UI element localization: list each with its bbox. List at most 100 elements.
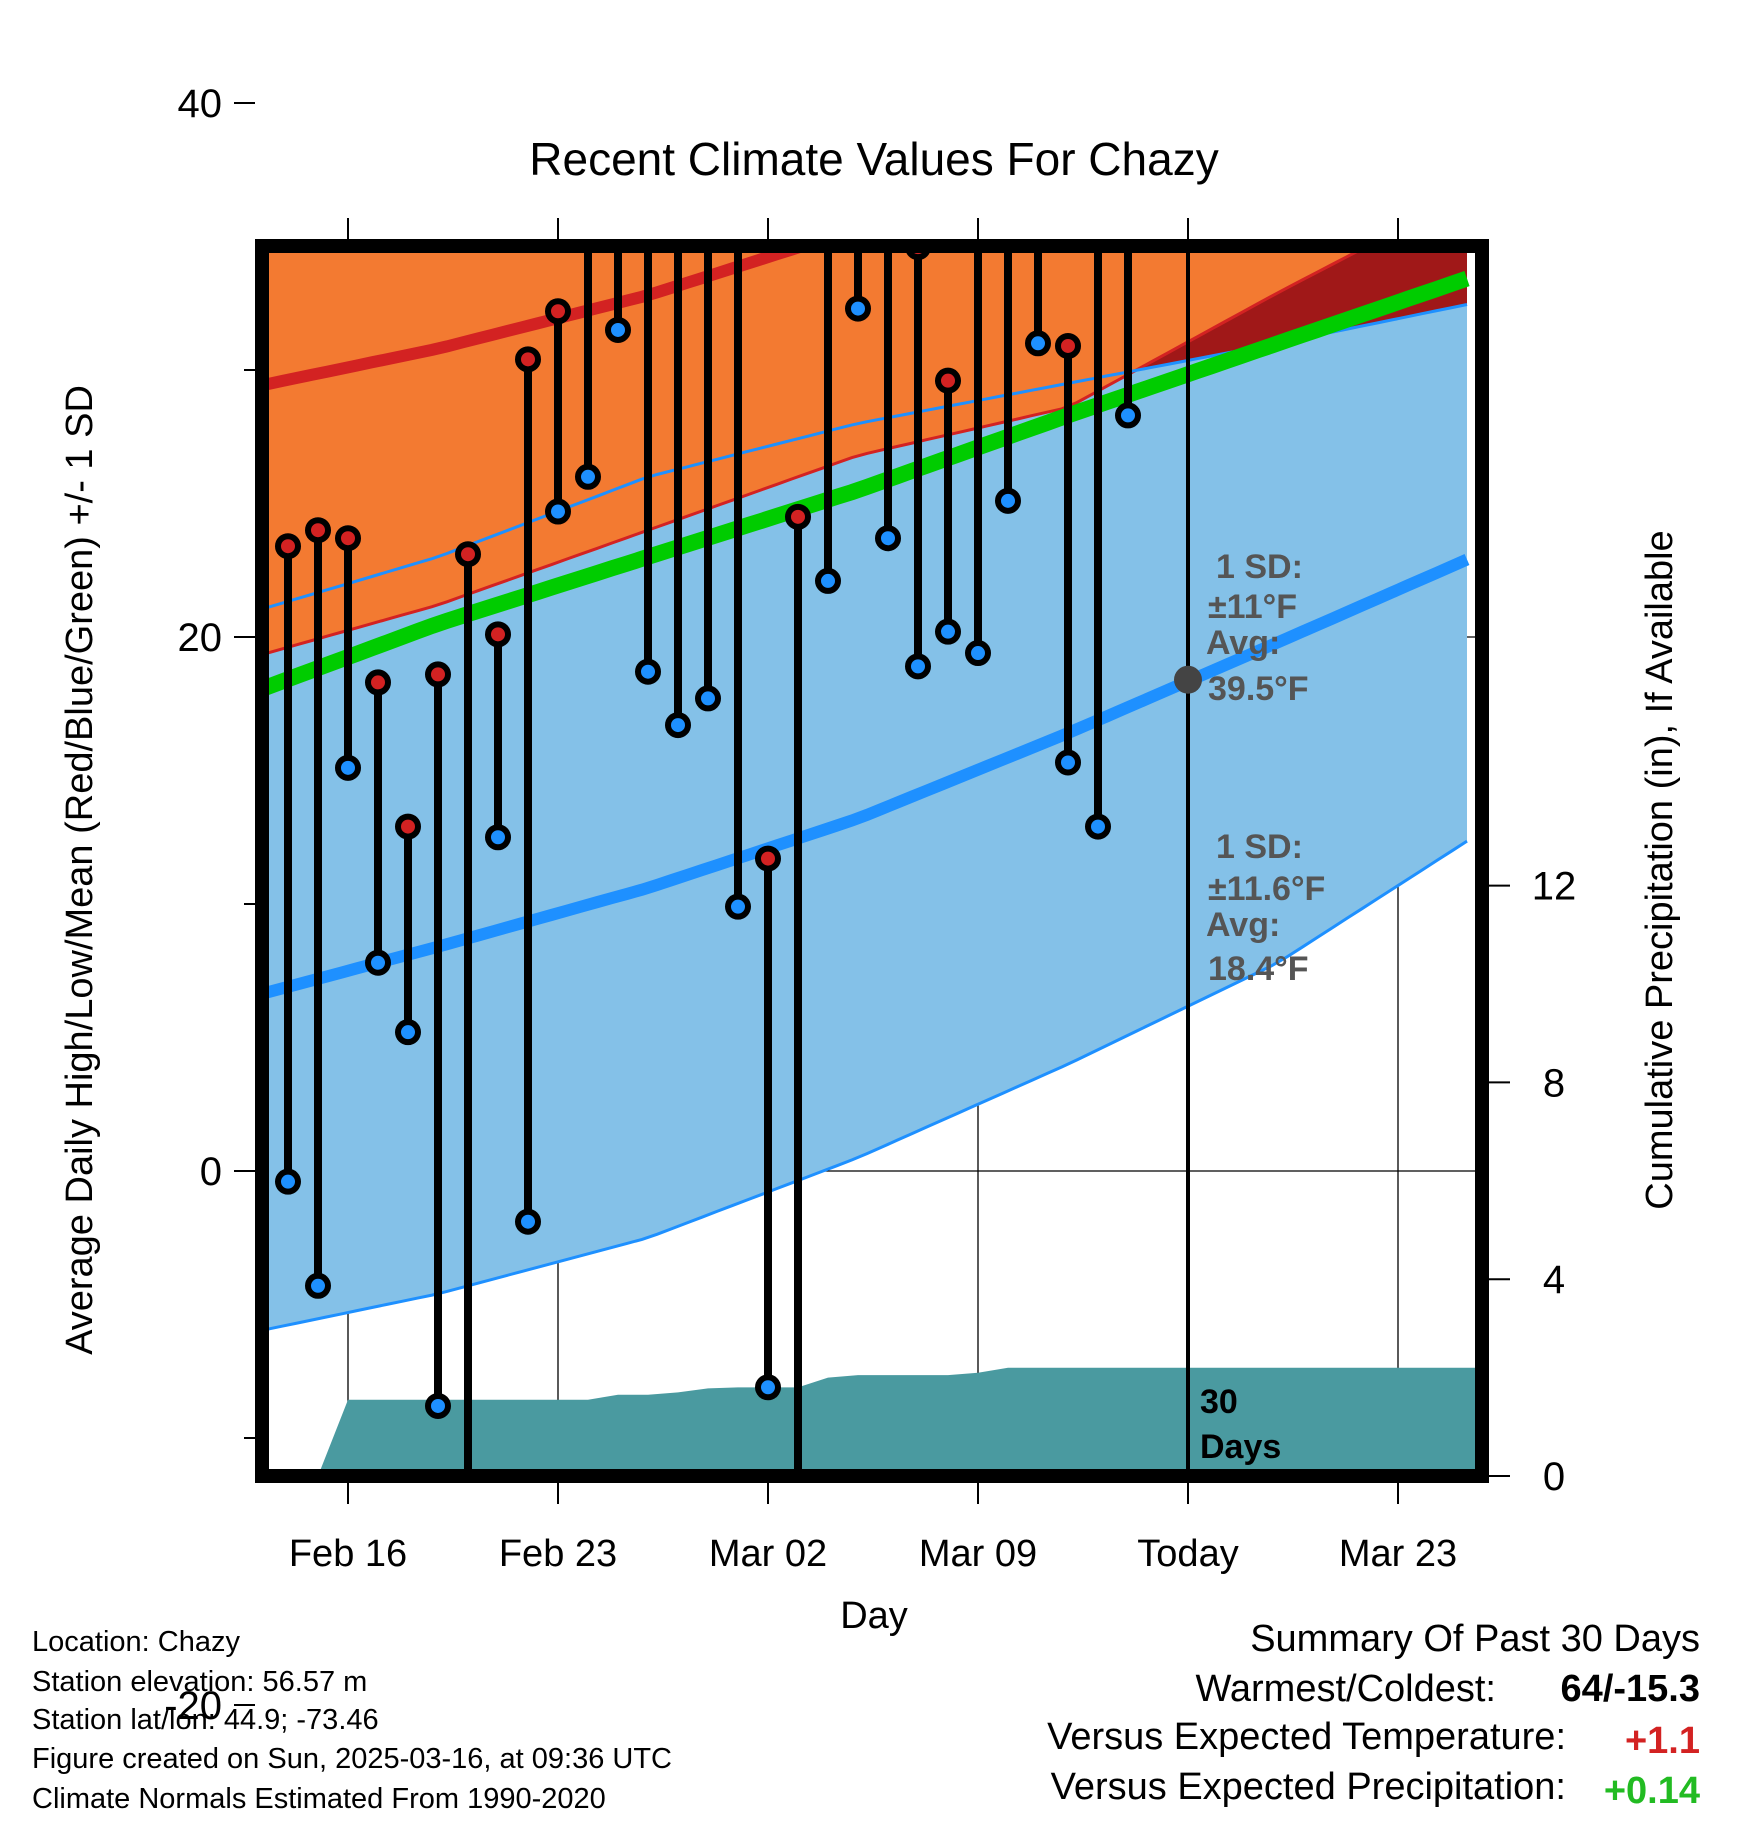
band-overlap	[262, 246, 1467, 655]
daily-low-point	[365, 949, 391, 976]
high-sd-value: ±11°F	[1208, 588, 1297, 626]
temp-vs-expected-label: Versus Expected Temperature:	[1047, 1716, 1566, 1758]
info-normals: Climate Normals Estimated From 1990-2020	[32, 1783, 606, 1815]
today-low-avg-point	[1174, 665, 1202, 694]
high-avg-label: Avg:	[1206, 624, 1280, 662]
normal-high-band	[262, 246, 1368, 655]
low-avg-value: 18.4°F	[1208, 950, 1309, 988]
normal-mean-line	[262, 271, 1470, 698]
daily-low-point	[935, 618, 961, 645]
window-count-label: 30	[1200, 1383, 1238, 1421]
daily-low-point	[395, 1019, 421, 1046]
daily-low-point	[695, 685, 721, 712]
normal-high-upper-edge	[252, 0, 1467, 110]
today-high-avg-point	[1174, 102, 1202, 130]
low-avg-label: Avg:	[1206, 906, 1280, 944]
daily-high-point	[365, 669, 391, 696]
daily-high-point	[728, 40, 748, 60]
info-created: Figure created on Sun, 2025-03-16, at 09…	[32, 1743, 672, 1775]
y-tick-label: 40	[178, 82, 223, 126]
daily-high-point	[785, 503, 811, 530]
daily-high-point	[968, 186, 988, 206]
daily-high-point	[818, 218, 838, 238]
chart-title: Recent Climate Values For Chazy	[529, 133, 1218, 185]
daily-low-point	[515, 1208, 541, 1235]
daily-low-point	[755, 1374, 781, 1401]
info-elevation: Station elevation: 56.57 m	[32, 1666, 368, 1698]
daily-low-point	[458, 1570, 478, 1590]
daily-low-point	[485, 824, 511, 851]
precip-vs-expected-value: +0.14	[1603, 1770, 1700, 1812]
daily-low-point	[545, 498, 571, 525]
daily-high-point	[1055, 332, 1081, 359]
low-sd-value: ±11.6°F	[1208, 870, 1325, 908]
x-tick-label: Mar 23	[1339, 1533, 1457, 1575]
daily-low-point	[1025, 330, 1051, 357]
daily-high-point	[935, 367, 961, 394]
daily-high-point	[275, 533, 301, 560]
daily-high-point	[305, 517, 331, 544]
x-tick-label: Feb 23	[499, 1533, 617, 1575]
warm-cold-label: Warmest/Coldest:	[1195, 1668, 1496, 1710]
normal-high-line	[262, 246, 823, 392]
daily-high-point	[395, 813, 421, 840]
daily-low-point	[845, 295, 871, 322]
daily-high-point	[515, 346, 541, 373]
daily-high-point	[545, 298, 571, 325]
normal-high-lower-edge	[262, 246, 1371, 657]
warm-cold-value: 64/-15.3	[1560, 1668, 1700, 1710]
high-sd-label: 1 SD:	[1216, 548, 1303, 586]
daily-low-point	[665, 712, 691, 739]
y2-tick-label: 4	[1543, 1258, 1565, 1302]
daily-high-point	[578, 53, 598, 73]
y2-tick-label: 8	[1543, 1061, 1565, 1105]
daily-low-point	[335, 754, 361, 781]
daily-high-point	[335, 525, 361, 552]
x-axis-label: Day	[840, 1595, 908, 1637]
daily-low-point	[815, 567, 841, 594]
daily-low-point	[1085, 813, 1111, 840]
summary-title: Summary Of Past 30 Days	[1250, 1618, 1700, 1660]
y-tick-label: 20	[178, 616, 223, 660]
daily-low-point	[275, 1168, 301, 1195]
daily-high-point	[608, 0, 628, 17]
daily-low-point	[875, 525, 901, 552]
daily-low-point	[425, 1392, 451, 1419]
daily-low-point	[905, 653, 931, 680]
y-tick-label: 0	[200, 1150, 222, 1194]
daily-low-point	[1055, 749, 1081, 776]
plot-frame	[255, 239, 1489, 1483]
normal-low-lower-edge	[262, 839, 1468, 1332]
x-tick-label: Today	[1137, 1533, 1238, 1575]
y-tick-label: -20	[164, 1684, 222, 1728]
daily-high-point	[425, 661, 451, 688]
daily-low-point	[1115, 402, 1141, 429]
window-unit-label: Days	[1200, 1428, 1281, 1466]
info-latlon: Station lat/lon: 44.9; -73.46	[32, 1704, 379, 1736]
normal-low-line	[262, 554, 1470, 1000]
daily-low-point	[995, 487, 1021, 514]
x-tick-label: Mar 09	[919, 1533, 1037, 1575]
daily-high-point	[998, 104, 1018, 124]
info-location: Location: Chazy	[32, 1626, 240, 1658]
high-avg-value: 39.5°F	[1208, 670, 1309, 708]
y2-tick-label: 12	[1532, 865, 1577, 909]
y-axis-label-right: Cumulative Precipitation (in), If Availa…	[1639, 530, 1681, 1209]
y-axis-label-left: Average Daily High/Low/Mean (Red/Blue/Gr…	[59, 385, 101, 1355]
precip-area	[288, 1367, 1479, 1476]
daily-low-point	[965, 640, 991, 667]
y2-tick-label: 0	[1543, 1455, 1565, 1499]
x-tick-label: Mar 02	[709, 1533, 827, 1575]
precip-vs-expected-label: Versus Expected Precipitation:	[1050, 1766, 1566, 1808]
daily-low-point	[605, 316, 631, 343]
daily-high-point	[455, 541, 481, 568]
daily-low-point	[575, 463, 601, 490]
low-sd-label: 1 SD:	[1216, 828, 1303, 866]
daily-low-point	[725, 893, 751, 920]
daily-high-point	[755, 845, 781, 872]
daily-low-point	[635, 658, 661, 685]
daily-high-point	[485, 621, 511, 648]
x-tick-label: Feb 16	[289, 1533, 407, 1575]
